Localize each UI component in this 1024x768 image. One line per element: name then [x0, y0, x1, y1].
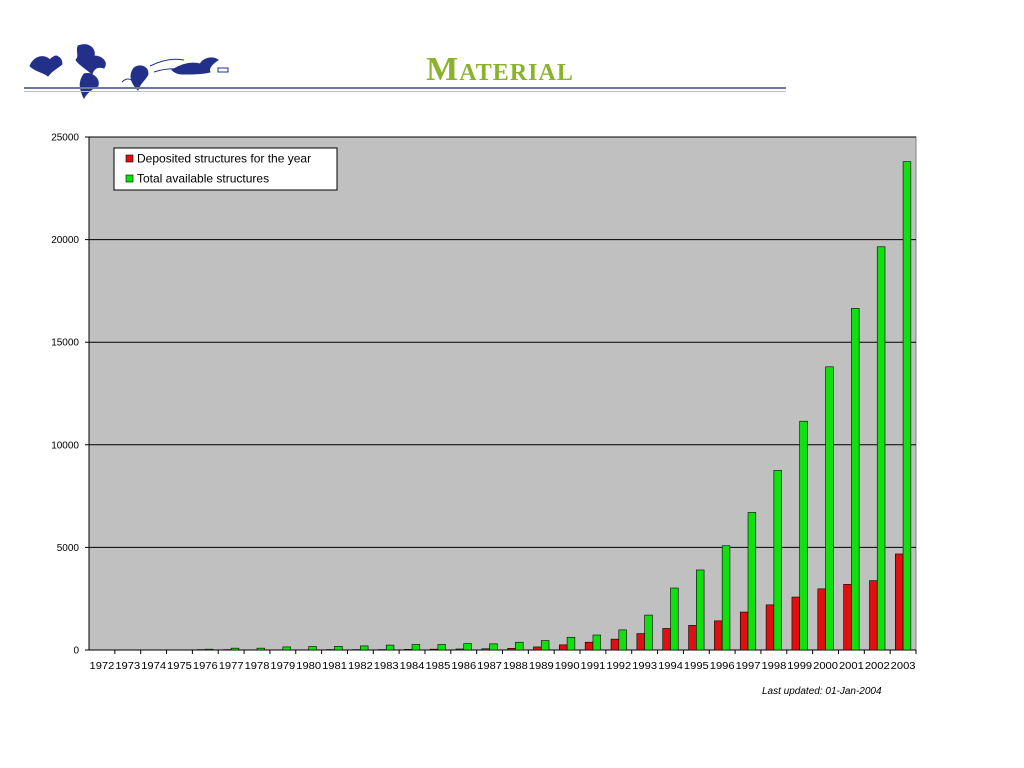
bar-deposited [895, 553, 904, 651]
bar-total [256, 647, 266, 651]
bar-total [230, 647, 240, 651]
bar-deposited [507, 648, 516, 651]
bar-total [204, 648, 214, 651]
x-tick-label: 1992 [606, 661, 631, 672]
bar-deposited [662, 628, 671, 651]
bar-deposited [843, 584, 852, 651]
bar-deposited [455, 648, 465, 651]
bar-deposited [817, 588, 826, 651]
bar-deposited [791, 596, 801, 651]
x-tick-label: 1982 [348, 661, 373, 672]
bar-deposited [610, 638, 620, 651]
y-tick-label: 0 [73, 646, 79, 657]
bar-total [489, 643, 498, 651]
x-tick-label: 1996 [710, 661, 735, 672]
bar-deposited [688, 625, 697, 651]
bar-deposited [869, 580, 878, 651]
x-tick-label: 1983 [374, 661, 399, 672]
bar-deposited [714, 620, 723, 651]
title-divider-thin [24, 91, 786, 92]
x-tick-label: 1991 [581, 661, 606, 672]
x-tick-label: 1974 [141, 661, 166, 672]
x-tick-label: 1987 [477, 661, 502, 672]
x-tick-label: 2002 [865, 661, 890, 672]
bar-total [851, 308, 860, 651]
bar-total [747, 512, 757, 651]
x-tick-label: 1990 [555, 661, 580, 672]
bar-total [696, 569, 705, 651]
bar-total [463, 643, 472, 651]
bar-total [385, 644, 395, 651]
y-tick-label: 10000 [51, 440, 79, 451]
x-tick-label: 1977 [219, 661, 244, 672]
legend-swatch-total [125, 174, 134, 183]
x-tick-label: 1993 [632, 661, 657, 672]
bar-total [876, 246, 886, 651]
bar-total [334, 646, 343, 651]
x-tick-label: 1981 [322, 661, 347, 672]
y-tick-label: 15000 [51, 338, 79, 349]
bar-total [773, 470, 782, 651]
bar-total [308, 646, 317, 651]
x-tick-label: 1976 [193, 661, 218, 672]
bar-total [618, 629, 627, 651]
bar-deposited [533, 646, 542, 651]
birds-logo-icon [29, 44, 229, 100]
bar-deposited [584, 641, 594, 651]
x-tick-label: 1979 [270, 661, 295, 672]
bar-total [592, 634, 602, 651]
bar-total [825, 366, 834, 651]
title-divider [24, 87, 786, 89]
bar-total [644, 614, 653, 651]
bar-deposited [481, 648, 490, 651]
y-tick-label: 20000 [51, 235, 79, 246]
bar-deposited [403, 649, 413, 651]
bar-total [515, 641, 524, 651]
x-tick-label: 2000 [813, 661, 838, 672]
bar-total [411, 644, 421, 651]
legend-label-deposited: Deposited structures for the year [137, 152, 311, 166]
x-tick-label: 1978 [245, 661, 270, 672]
x-tick-label: 1997 [736, 661, 761, 672]
x-tick-label: 1989 [529, 661, 554, 672]
plot-area [88, 136, 917, 651]
bar-deposited [559, 644, 568, 651]
x-tick-label: 1994 [658, 661, 683, 672]
bar-total [282, 646, 291, 651]
bar-total [437, 644, 446, 651]
bar-deposited [739, 611, 749, 651]
x-tick-label: 1975 [167, 661, 192, 672]
x-tick-label: 1985 [425, 661, 450, 672]
x-tick-label: 1986 [451, 661, 476, 672]
bar-deposited [636, 633, 645, 651]
bar-total [566, 636, 576, 651]
x-tick-label: 1999 [787, 661, 812, 672]
bar-total [360, 645, 369, 651]
x-tick-label: 1972 [90, 661, 115, 672]
last-updated-note: Last updated: 01-Jan-2004 [762, 686, 882, 697]
bar-deposited [765, 604, 775, 651]
y-tick-label: 25000 [51, 133, 79, 144]
bar-total [902, 161, 912, 651]
slide-title: Material [426, 51, 574, 88]
x-tick-label: 1995 [684, 661, 709, 672]
x-tick-label: 1984 [400, 661, 425, 672]
bar-total [799, 420, 808, 651]
bar-total [721, 545, 731, 651]
y-tick-label: 5000 [57, 543, 80, 554]
x-tick-label: 1998 [761, 661, 786, 672]
bar-total [540, 640, 550, 651]
x-tick-label: 2001 [839, 661, 864, 672]
x-tick-label: 1988 [503, 661, 528, 672]
x-tick-label: 2003 [891, 661, 916, 672]
chart-legend: Deposited structures for the year Total a… [113, 147, 338, 191]
x-tick-label: 1973 [115, 661, 140, 672]
legend-box [113, 147, 338, 191]
x-tick-label: 1980 [296, 661, 321, 672]
legend-label-total: Total available structures [137, 172, 269, 186]
bar-total [670, 587, 679, 651]
legend-swatch-deposited [125, 154, 134, 163]
bar-deposited [429, 648, 439, 651]
